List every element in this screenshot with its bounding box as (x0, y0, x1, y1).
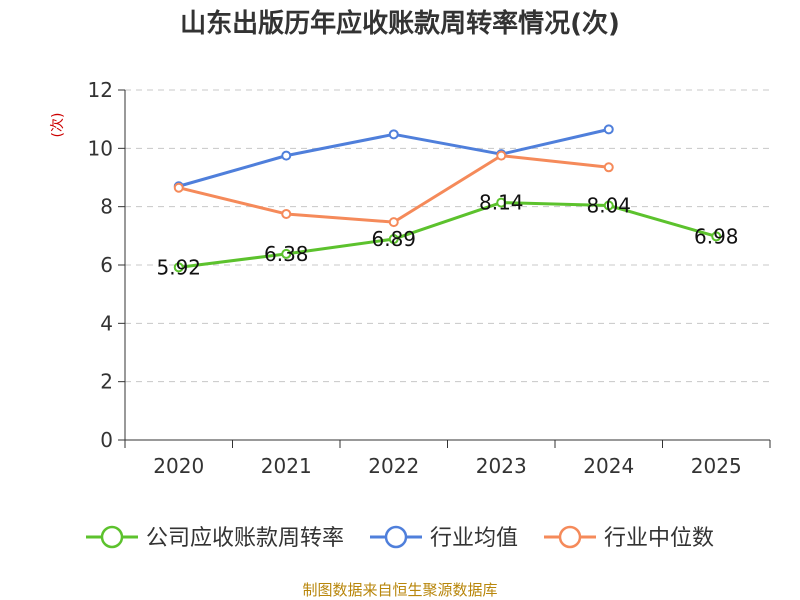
legend-label: 行业均值 (430, 526, 518, 551)
data-label-2025: 6.98 (694, 224, 739, 248)
data-label-2021: 6.38 (264, 242, 309, 266)
data-point-0-0[interactable] (173, 262, 184, 273)
source-note: 制图数据来自恒生聚源数据库 (302, 581, 497, 599)
data-label-2024: 8.04 (586, 194, 631, 218)
y-tick-label: 12 (88, 78, 113, 102)
y-tick-label: 8 (100, 195, 113, 219)
chart-title: 山东出版历年应收账款周转率情况(次) (180, 8, 620, 39)
data-labels: 5.92 6.38 6.89 8.14 8.04 6.98 (156, 191, 738, 280)
x-tick-label-2024: 2024 (583, 454, 634, 478)
data-point-1-4[interactable] (603, 124, 614, 135)
data-point-2-2[interactable] (388, 217, 399, 228)
legend[interactable]: 公司应收账款周转率 行业均值 行业中位数 (86, 525, 714, 551)
y-axis-label: (次) (50, 113, 66, 138)
data-point-0-3[interactable] (496, 197, 507, 208)
series-line-0 (178, 201, 717, 269)
y-tick-label: 6 (100, 253, 113, 277)
series-line-2 (178, 154, 609, 224)
data-point-0-4[interactable] (603, 200, 614, 211)
x-tick-label-2021: 2021 (261, 454, 312, 478)
data-point-1-2[interactable] (388, 129, 399, 140)
data-label-2020: 5.92 (156, 255, 201, 279)
x-tick-label-2023: 2023 (476, 454, 527, 478)
data-point-0-2[interactable] (388, 234, 399, 245)
axes: 0 2 4 6 8 10 12 2020 2021 2022 2023 2024 2025 (88, 78, 771, 478)
data-point-1-1[interactable] (281, 150, 292, 161)
legend-swatch-marker (384, 525, 408, 549)
legend-item-2[interactable]: 行业中位数 (544, 525, 714, 551)
legend-item-0[interactable]: 公司应收账款周转率 (86, 525, 344, 551)
y-tick-label: 4 (100, 311, 113, 335)
series-lines (173, 124, 722, 273)
legend-swatch-marker (558, 525, 582, 549)
x-tick-label-2025: 2025 (691, 454, 742, 478)
y-tick-label: 0 (100, 428, 113, 452)
x-tick-label-2022: 2022 (368, 454, 419, 478)
grid-lines (125, 89, 770, 383)
data-label-2022: 6.89 (371, 227, 416, 251)
legend-label: 公司应收账款周转率 (146, 526, 344, 551)
y-tick-label: 10 (88, 136, 113, 160)
legend-swatch-marker (100, 525, 124, 549)
data-point-2-3[interactable] (496, 150, 507, 161)
y-tick-label: 2 (100, 370, 113, 394)
data-point-2-4[interactable] (603, 162, 614, 173)
data-point-0-1[interactable] (281, 248, 292, 259)
x-tick-label-2020: 2020 (153, 454, 204, 478)
data-point-0-5[interactable] (711, 231, 722, 242)
data-point-2-0[interactable] (173, 182, 184, 193)
data-label-2023: 8.14 (479, 191, 524, 215)
data-point-2-1[interactable] (281, 208, 292, 219)
legend-label: 行业中位数 (604, 526, 714, 551)
legend-item-1[interactable]: 行业均值 (370, 525, 518, 551)
